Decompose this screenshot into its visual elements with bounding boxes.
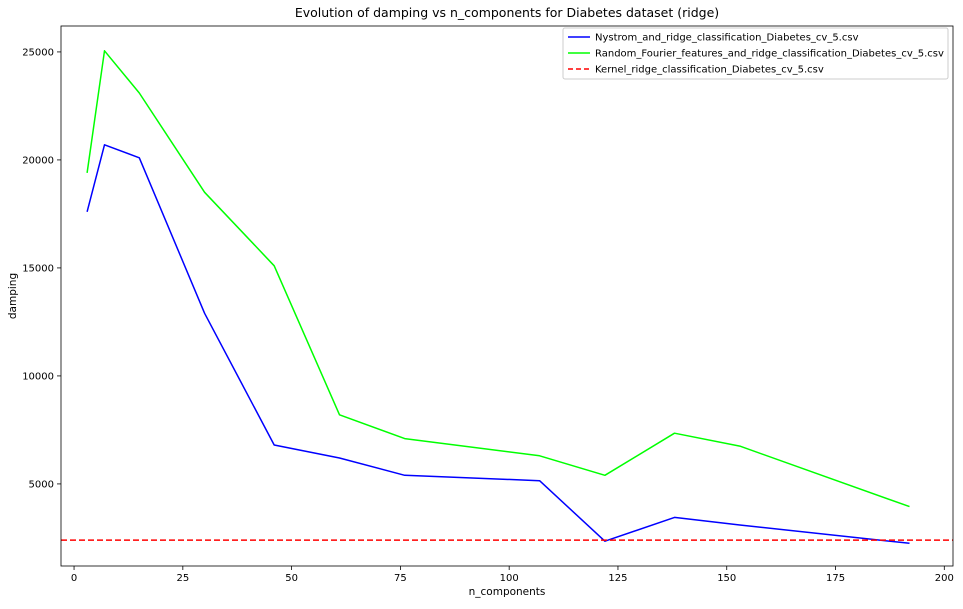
legend-label-2: Kernel_ridge_classification_Diabetes_cv_… bbox=[595, 65, 824, 76]
x-tick-label: 175 bbox=[826, 573, 845, 584]
y-tick-label: 5000 bbox=[29, 479, 54, 490]
x-axis-ticks: 0 25 50 75 100 125 150 175 200 bbox=[71, 566, 954, 584]
x-tick-label: 25 bbox=[176, 573, 189, 584]
legend-box bbox=[562, 27, 949, 80]
x-tick-label: 50 bbox=[285, 573, 298, 584]
plot-area bbox=[61, 50, 953, 545]
legend-label-0: Nystrom_and_ridge_classification_Diabete… bbox=[595, 33, 859, 44]
plot-frame bbox=[60, 25, 954, 567]
legend: Nystrom_and_ridge_classification_Diabete… bbox=[562, 27, 949, 80]
y-tick-label: 25000 bbox=[22, 47, 54, 58]
y-tick-label: 10000 bbox=[22, 371, 54, 382]
x-tick-label: 150 bbox=[717, 573, 736, 584]
y-axis-ticks: 5000 10000 15000 20000 25000 bbox=[22, 47, 61, 490]
x-tick-label: 0 bbox=[71, 573, 77, 584]
y-tick-label: 15000 bbox=[22, 263, 54, 274]
x-axis-label: n_components bbox=[469, 586, 546, 598]
legend-label-1: Random_Fourier_features_and_ridge_classi… bbox=[595, 49, 944, 60]
series-line-0 bbox=[86, 144, 910, 545]
x-tick-label: 200 bbox=[935, 573, 954, 584]
x-tick-label: 75 bbox=[394, 573, 407, 584]
y-axis-label: damping bbox=[7, 273, 19, 319]
y-tick-label: 20000 bbox=[22, 155, 54, 166]
x-tick-label: 100 bbox=[500, 573, 519, 584]
x-tick-label: 125 bbox=[608, 573, 627, 584]
chart-title: Evolution of damping vs n_components for… bbox=[295, 5, 719, 20]
series-line-1 bbox=[86, 50, 910, 508]
